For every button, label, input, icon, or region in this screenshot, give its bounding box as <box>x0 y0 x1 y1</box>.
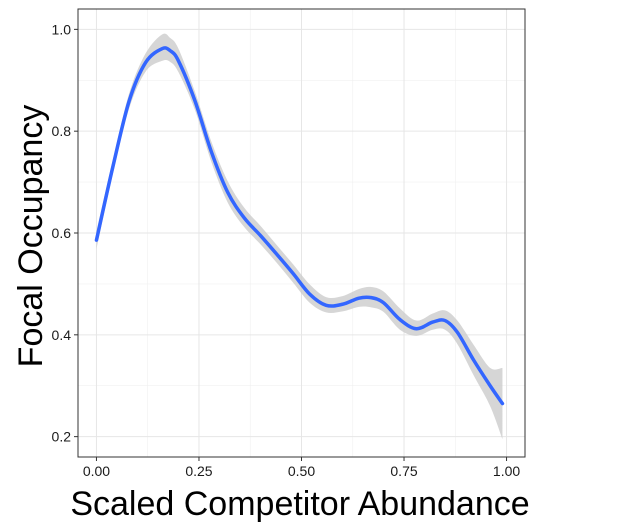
grid <box>78 9 525 457</box>
x-axis-title: Scaled Competitor Abundance <box>70 485 529 523</box>
x-axis: 0.00 0.25 0.50 0.75 1.00 <box>83 457 520 479</box>
confidence-band <box>96 33 503 440</box>
y-tick-label: 0.4 <box>52 327 72 343</box>
x-tick-label: 0.50 <box>288 463 315 479</box>
x-tick-label: 0.75 <box>390 463 417 479</box>
y-tick-label: 1.0 <box>52 21 72 37</box>
x-tick-label: 0.25 <box>185 463 212 479</box>
y-tick-label: 0.8 <box>52 123 72 139</box>
x-tick-label: 0.00 <box>83 463 110 479</box>
y-tick-label: 0.6 <box>52 225 72 241</box>
y-axis: 0.2 0.4 0.6 0.8 1.0 <box>52 21 78 445</box>
x-tick-label: 1.00 <box>493 463 520 479</box>
y-tick-label: 0.2 <box>52 429 72 445</box>
series-line <box>94 46 505 406</box>
y-axis-title: Focal Occupancy <box>12 105 50 368</box>
